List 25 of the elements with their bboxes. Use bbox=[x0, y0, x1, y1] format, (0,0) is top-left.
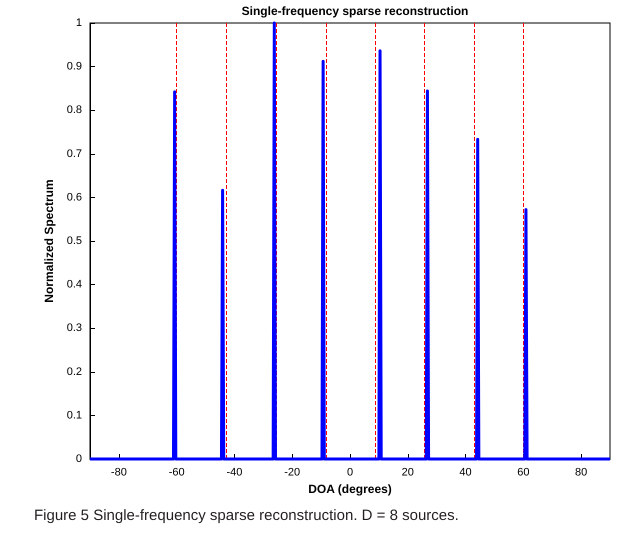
y-tick-label: 1 bbox=[76, 17, 82, 29]
y-tick-label: 0.9 bbox=[66, 60, 82, 73]
x-tick-label: -20 bbox=[284, 466, 300, 478]
y-axis-title: Normalized Spectrum bbox=[42, 179, 56, 303]
x-tick-label: 80 bbox=[574, 466, 588, 478]
chart-title: Single-frequency sparse reconstruction bbox=[242, 4, 468, 18]
y-tick-label: 0.1 bbox=[66, 409, 82, 422]
y-tick-label: 0.5 bbox=[66, 235, 82, 247]
x-tick-label: -40 bbox=[226, 466, 242, 478]
x-axis-title: DOA (degrees) bbox=[308, 482, 392, 496]
y-tick-label: 0 bbox=[76, 453, 82, 465]
y-tick-label: 0.3 bbox=[66, 322, 82, 334]
x-tick-label: -80 bbox=[110, 466, 127, 478]
x-tick-label: 20 bbox=[402, 466, 414, 478]
y-tick-label: 0.8 bbox=[66, 104, 82, 116]
x-tick-label: 60 bbox=[517, 466, 530, 478]
y-tick-label: 0.2 bbox=[66, 366, 82, 378]
x-tick-label: 40 bbox=[459, 466, 472, 478]
x-tick-label: 0 bbox=[346, 466, 354, 478]
y-tick-label: 0.4 bbox=[66, 278, 82, 291]
y-tick-label: 0.6 bbox=[66, 191, 82, 204]
y-tick-label: 0.7 bbox=[66, 148, 82, 160]
caption: Figure 5 Single-frequency sparse reconstruction. D = 8 sources. bbox=[34, 507, 459, 524]
line-series bbox=[88, 22, 612, 460]
x-tick-label: -60 bbox=[168, 466, 185, 478]
